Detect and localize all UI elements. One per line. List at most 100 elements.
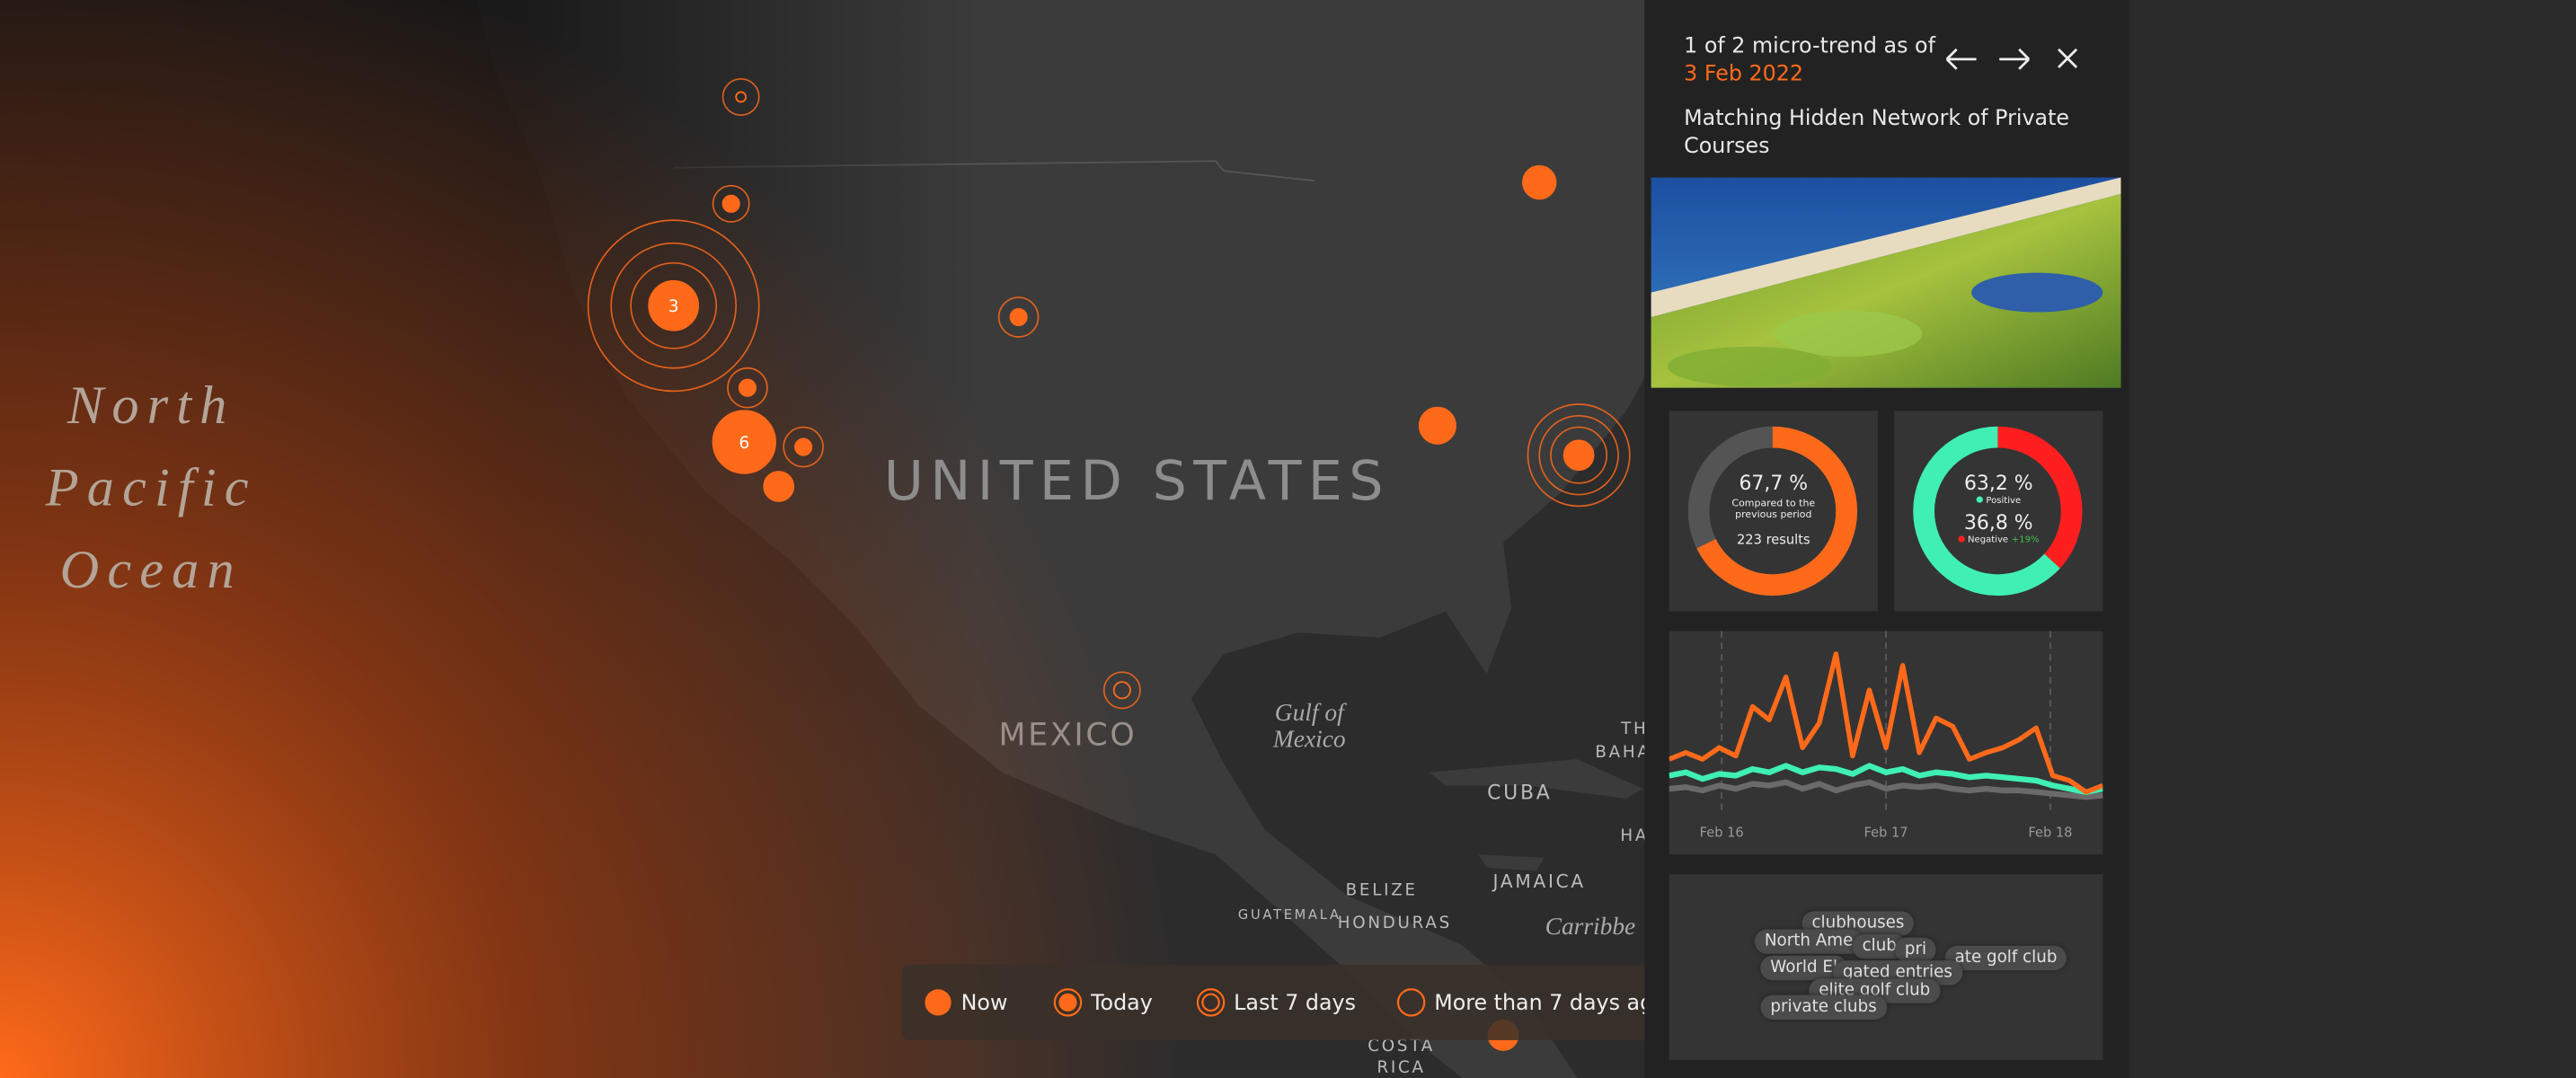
legend-row: Positive: [1894, 496, 2102, 506]
date: 3 Feb 2022: [1684, 62, 1803, 87]
donut-segment: [1913, 426, 2083, 596]
legend-label: More than 7 days ago: [1434, 990, 1666, 1015]
marker-dot: [712, 410, 776, 474]
legend-dot: [1958, 535, 1965, 543]
marker-dot: [1009, 307, 1028, 327]
legend: Now Today Last 7 days More than 7 days ago: [925, 988, 1667, 1017]
x-tick-label: Feb 17: [1863, 825, 1908, 840]
place-label: TH: [1620, 720, 1648, 738]
legend-icon: [925, 989, 952, 1016]
cluster-count: 3: [668, 297, 679, 316]
legend-icon: [1058, 993, 1077, 1012]
marker-ring: [783, 426, 824, 468]
marker-dot: [735, 91, 748, 103]
keyword-chip: North Ame: [1754, 929, 1863, 954]
donut-text: Compared to the previous period: [1731, 498, 1816, 521]
donut-text: 67,7 %: [1739, 472, 1809, 495]
x-tick-label: Feb 16: [1700, 825, 1744, 840]
legend-icon: [1201, 993, 1220, 1012]
close-button[interactable]: [2058, 48, 2078, 68]
ocean-label: Pacific: [45, 458, 257, 518]
place-label: Carribbe: [1545, 913, 1636, 940]
trend-chart-card: Feb 16 Feb 17 Feb 18: [1669, 631, 2103, 855]
x-tick-label: Feb 18: [2028, 825, 2072, 840]
map-labels: North Pacific Ocean UNITED STATES MEXICO Gulf…: [45, 376, 1651, 1077]
legend-label: Last 7 days: [1234, 990, 1356, 1015]
legend-row: Negative +19%: [1894, 535, 2102, 545]
marker-ring: [630, 261, 718, 349]
place-label: JAMAICA: [1492, 870, 1586, 892]
sentiment-change-card: 67,7 % Compared to the previous period 223…: [1669, 411, 1878, 612]
background-area: [2129, 0, 2576, 1078]
ocean-label: North: [66, 376, 235, 436]
marker-dot: [1562, 439, 1595, 472]
legend-label: Now: [961, 990, 1008, 1015]
place-label: MEXICO: [998, 718, 1137, 754]
marker-ring: [721, 77, 760, 116]
marker-ring: [1527, 403, 1631, 508]
place-label: Mexico: [1272, 725, 1346, 752]
marker-ring: [1550, 426, 1608, 484]
donut-text: 63,2 %: [1963, 472, 2033, 495]
legend-icon: [1196, 988, 1226, 1017]
next-button[interactable]: [1999, 48, 2031, 70]
legend-icon: [1396, 988, 1426, 1017]
line-series: [1669, 651, 2103, 795]
legend-label: Positive: [1986, 496, 2022, 507]
legend-dot: [1976, 496, 1983, 503]
legend-box: [901, 964, 1675, 1040]
place-label: GUATEMALA: [1238, 907, 1341, 923]
cluster-count: 6: [739, 434, 749, 453]
marker-ring: [727, 367, 768, 409]
side-panel: 1 of 2 micro-trend as of 3 Feb 2022 Matc…: [1644, 0, 2129, 1078]
marker-ring: [712, 184, 750, 223]
marker-dot: [738, 378, 757, 397]
marker-dot: [721, 194, 740, 213]
marker-ring: [610, 242, 737, 369]
legend-icon: [1053, 988, 1083, 1017]
place-label: BELIZE: [1346, 880, 1418, 899]
keyword-chip: pri: [1894, 937, 1937, 963]
controls: [1945, 48, 2078, 70]
place-label: COSTA: [1368, 1037, 1435, 1056]
prev-button[interactable]: [1945, 48, 1977, 70]
marker-ring: [1538, 414, 1619, 496]
keyword-chip: private clubs: [1760, 994, 1887, 1021]
place-label: RICA: [1377, 1058, 1426, 1077]
donut-segment: [1687, 426, 1858, 596]
legend-label: Today: [1090, 990, 1153, 1015]
place-label: HONDURAS: [1338, 914, 1452, 932]
place-label: BAHA: [1595, 743, 1651, 762]
line-chart: Feb 16 Feb 17 Feb 18: [1669, 631, 2103, 840]
place-label: CUBA: [1487, 782, 1552, 805]
marker-dot: [1418, 406, 1456, 445]
marker-ring: [997, 296, 1040, 338]
marker-dot: [1112, 681, 1131, 700]
keyword-chip: ate golf club: [1944, 945, 2067, 971]
legend-label: Negative: [1967, 535, 2009, 546]
trend-title: Matching Hidden Network of Private Cours…: [1684, 106, 2070, 160]
photo: [1651, 177, 2121, 388]
marker-ring: [587, 219, 760, 393]
marker-dot: [794, 437, 813, 456]
ocean-label: Ocean: [60, 540, 243, 600]
donut-text: 36,8 %: [1963, 510, 2033, 535]
donut-text: 223 results: [1737, 532, 1810, 548]
line-series: [1669, 779, 2103, 800]
counter: 1 of 2 micro-trend as of: [1684, 34, 1935, 59]
marker-dot: [648, 279, 700, 331]
marker-ring: [1102, 671, 1141, 710]
line-series: [1669, 763, 2103, 795]
country-label: UNITED STATES: [884, 450, 1390, 513]
sentiment-card: 63,2 % Positive 36,8 % Negative +19%: [1894, 411, 2103, 612]
marker-dot: [1522, 164, 1557, 200]
change-label: +19%: [2011, 535, 2040, 546]
word-cloud: clubhouses North Ame club pri ate golf club W…: [1669, 874, 2103, 1060]
donut-chart: [1913, 426, 2083, 596]
place-label: HA: [1620, 826, 1649, 845]
donut-chart: [1687, 426, 1858, 596]
marker-dot: [763, 471, 795, 502]
place-label: Gulf of: [1275, 699, 1347, 726]
